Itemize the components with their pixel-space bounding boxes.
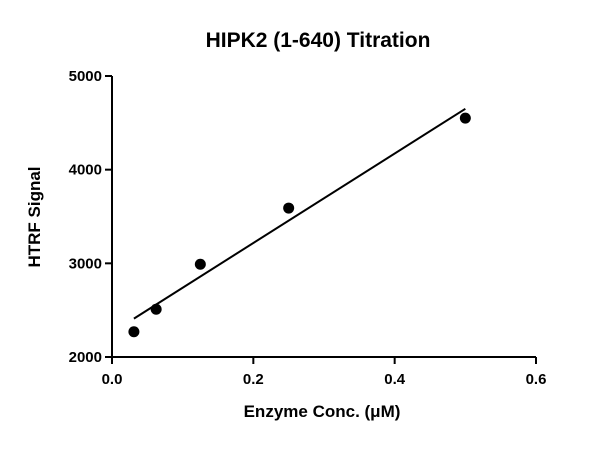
data-points (128, 112, 471, 338)
data-point (283, 202, 295, 214)
x-tick-label: 0.0 (102, 371, 123, 388)
x-axis-label: Enzyme Conc. (μM) (244, 402, 401, 421)
y-tick-label: 4000 (69, 162, 102, 179)
x-tick-label: 0.6 (526, 371, 547, 388)
fit-line (133, 107, 466, 320)
axes: 2000 3000 4000 5000 0.0 0.2 0.4 0.6 (69, 68, 547, 388)
data-point (459, 112, 471, 124)
x-tick-label: 0.2 (243, 371, 264, 388)
data-point (194, 258, 206, 270)
data-point (150, 303, 162, 315)
chart-title: HIPK2 (1-640) Titration (206, 29, 431, 52)
y-tick-label: 3000 (69, 255, 102, 272)
fit-line-layer (133, 107, 466, 320)
y-tick-label: 5000 (69, 68, 102, 85)
y-axis-label: HTRF Signal (25, 166, 44, 267)
data-point (128, 326, 140, 338)
x-tick-label: 0.4 (384, 371, 406, 388)
y-tick-label: 2000 (69, 349, 102, 366)
